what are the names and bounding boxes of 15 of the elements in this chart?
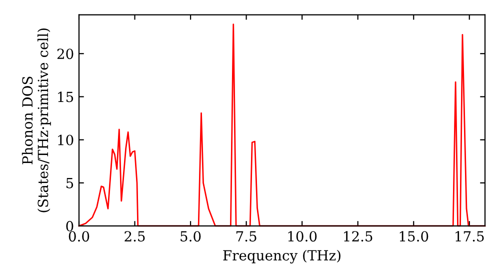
x-tick-label: 15.0	[400, 231, 428, 242]
y-axis-title: Phonon DOS (States/THz·primitive cell)	[22, 28, 51, 212]
x-tick-label: 7.5	[236, 231, 256, 242]
x-tick-label: 0.0	[68, 231, 90, 242]
y-tick-label: 10	[58, 134, 74, 146]
y-tick-label: 15	[58, 92, 74, 102]
y-tick-label: 0	[66, 220, 74, 232]
x-tick-label: 5.0	[180, 231, 201, 242]
x-tick-label: 17.5	[456, 231, 484, 242]
x-tick-label: 2.5	[124, 231, 145, 242]
x-axis-title: Frequency (THz)	[223, 250, 340, 264]
y-tick-label: 20	[57, 48, 74, 60]
y-tick-label: 5	[66, 178, 74, 188]
x-tick-label: 12.5	[344, 231, 372, 242]
x-tick-label: 10.0	[288, 231, 317, 242]
